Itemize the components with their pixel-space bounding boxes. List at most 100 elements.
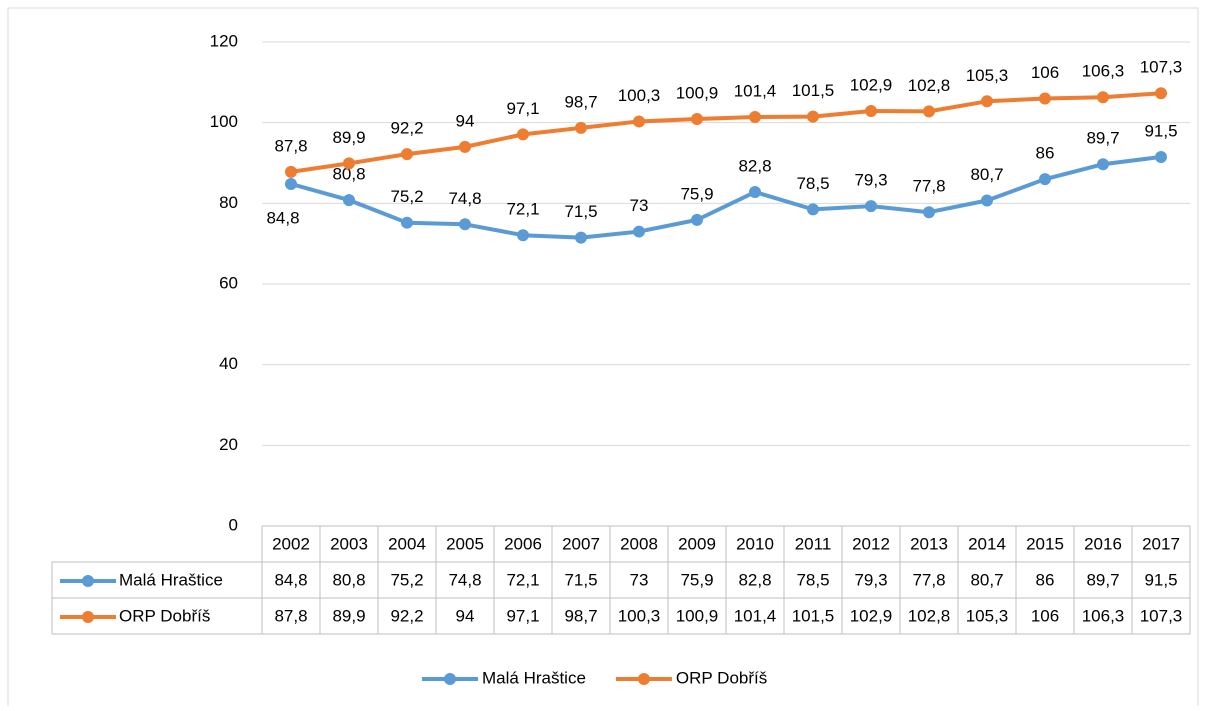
table-cell: 89,7 [1086, 570, 1119, 589]
table-cell: 106 [1031, 606, 1059, 625]
data-label: 102,9 [850, 75, 893, 94]
data-label: 94 [456, 111, 475, 130]
legend-key [637, 673, 650, 685]
table-cell: 91,5 [1144, 570, 1177, 589]
data-point [575, 231, 587, 244]
table-cell: 71,5 [564, 570, 597, 589]
data-point [459, 140, 471, 153]
y-tick-label: 0 [229, 515, 238, 534]
y-tick-label: 80 [219, 193, 238, 212]
data-label: 86 [1036, 144, 1055, 163]
data-label: 100,9 [676, 84, 719, 103]
table-cell: 78,5 [796, 570, 829, 589]
data-label: 107,3 [1140, 58, 1183, 77]
table-cell: 92,2 [390, 606, 423, 625]
table-cell: 75,2 [390, 570, 423, 589]
data-point [749, 111, 761, 124]
data-point [575, 121, 587, 134]
table-cell: 102,8 [908, 606, 951, 625]
x-tick-label: 2009 [678, 534, 716, 553]
data-label: 82,8 [738, 157, 771, 176]
data-label: 106,3 [1082, 62, 1125, 81]
data-point [633, 225, 645, 238]
data-point [633, 115, 645, 128]
data-point [865, 104, 877, 117]
table-cell: 94 [456, 606, 475, 625]
x-tick-label: 2005 [446, 534, 484, 553]
table-cell: 105,3 [966, 606, 1009, 625]
data-label: 91,5 [1144, 121, 1177, 140]
y-tick-label: 100 [210, 112, 238, 131]
table-cell: 84,8 [274, 570, 307, 589]
data-label: 73 [630, 196, 649, 215]
data-label: 89,7 [1086, 129, 1119, 148]
x-tick-label: 2017 [1142, 534, 1180, 553]
data-point [691, 113, 703, 126]
data-label: 97,1 [506, 99, 539, 118]
data-label: 100,3 [618, 86, 661, 105]
data-label: 87,8 [274, 136, 307, 155]
data-point [807, 110, 819, 123]
data-label: 74,8 [448, 189, 481, 208]
x-tick-label: 2012 [852, 534, 890, 553]
table-cell: 98,7 [564, 606, 597, 625]
data-point [517, 229, 529, 242]
data-point [1097, 158, 1109, 171]
series-line [290, 154, 1162, 240]
table-cell: 79,3 [854, 570, 887, 589]
data-label: 98,7 [564, 92, 597, 111]
table-cell: 77,8 [912, 570, 945, 589]
data-label: 84,8 [266, 208, 299, 227]
table-row-label: Malá Hraštice [119, 570, 223, 589]
table-cell: 82,8 [738, 570, 771, 589]
table-cell: 100,3 [618, 606, 661, 625]
x-tick-label: 2007 [562, 534, 600, 553]
y-tick-label: 20 [219, 435, 238, 454]
y-tick-label: 120 [210, 31, 238, 50]
table-cell: 102,9 [850, 606, 893, 625]
legend-key [82, 575, 94, 587]
table-cell: 100,9 [676, 606, 719, 625]
x-tick-label: 2015 [1026, 534, 1064, 553]
y-tick-label: 40 [219, 354, 238, 373]
table-cell: 75,9 [680, 570, 713, 589]
table-cell: 72,1 [506, 570, 539, 589]
data-point [459, 218, 471, 231]
legend-label: ORP Dobříš [676, 668, 767, 687]
data-point [401, 216, 413, 229]
x-tick-label: 2013 [910, 534, 948, 553]
x-tick-label: 2004 [388, 534, 426, 553]
legend-key [82, 611, 94, 623]
data-point [1039, 173, 1051, 186]
table-cell: 74,8 [448, 570, 481, 589]
legend-label: Malá Hraštice [482, 668, 586, 687]
table-cell: 106,3 [1082, 606, 1125, 625]
x-tick-label: 2011 [795, 534, 832, 553]
table-cell: 80,7 [970, 570, 1003, 589]
data-label: 71,5 [564, 202, 597, 221]
table-cell: 87,8 [274, 606, 307, 625]
table-cell: 101,5 [792, 606, 835, 625]
data-label: 75,9 [680, 184, 713, 203]
data-point [923, 206, 935, 219]
x-tick-label: 2006 [504, 534, 542, 553]
table-cell: 86 [1036, 570, 1055, 589]
table-cell: 80,8 [332, 570, 365, 589]
table-cell: 101,4 [734, 606, 777, 625]
data-label: 102,8 [908, 76, 951, 95]
series-line [290, 91, 1162, 174]
data-label: 78,5 [796, 174, 829, 193]
data-point [343, 157, 355, 170]
chart-border [7, 7, 1199, 711]
data-label: 77,8 [912, 177, 945, 196]
data-label: 101,5 [792, 81, 835, 100]
data-label: 105,3 [966, 66, 1009, 85]
data-label: 75,2 [390, 187, 423, 206]
x-tick-label: 2002 [272, 534, 310, 553]
data-label: 72,1 [506, 200, 539, 219]
table-cell: 107,3 [1140, 606, 1183, 625]
data-point [401, 148, 413, 161]
x-tick-label: 2010 [736, 534, 774, 553]
data-point [517, 128, 529, 141]
